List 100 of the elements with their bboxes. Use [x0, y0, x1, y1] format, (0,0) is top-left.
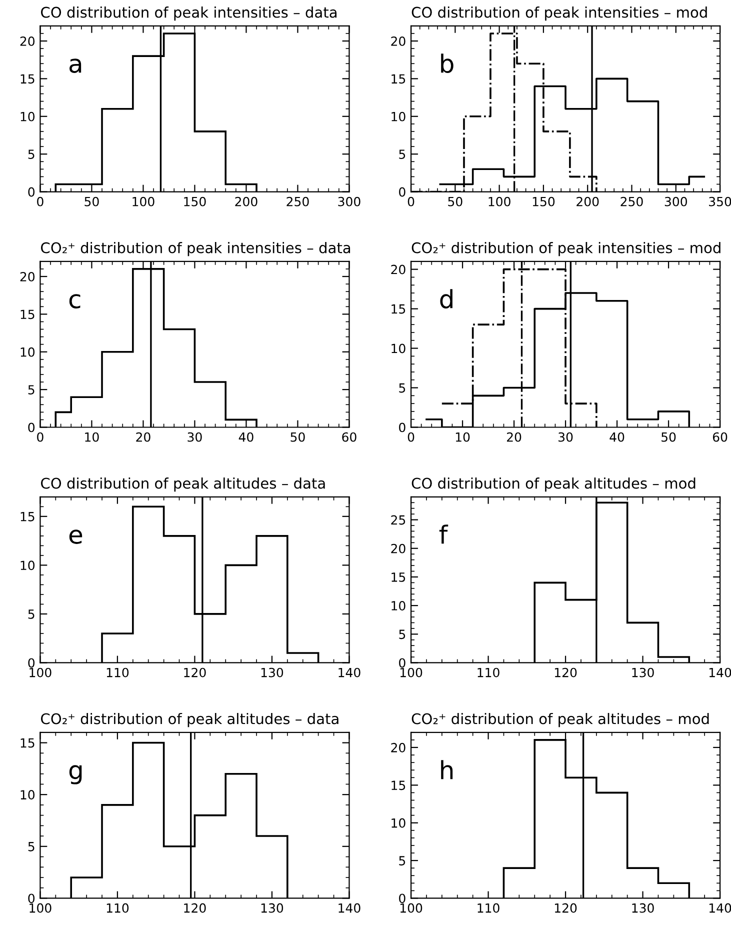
- x-tick-label: 130: [261, 903, 284, 913]
- x-tick-label: 120: [554, 903, 577, 913]
- y-tick-label: 10: [392, 601, 406, 610]
- y-tick-label: 15: [20, 74, 34, 84]
- x-tick-label: 0: [408, 196, 414, 206]
- chart-title: CO distribution of peak altitudes – mod: [412, 477, 696, 492]
- x-tick-label: 0: [37, 432, 44, 442]
- x-tick-label: 200: [235, 196, 258, 206]
- x-tick-label: 40: [238, 432, 254, 442]
- y-tick-label: 15: [20, 310, 34, 320]
- x-tick-label: 0: [37, 196, 44, 206]
- y-tick-label: 0: [399, 187, 406, 197]
- y-tick-label: 0: [28, 187, 35, 197]
- chart-title: CO₂⁺ distribution of peak intensities – mod: [412, 242, 720, 256]
- x-tick-label: 50: [290, 432, 305, 442]
- x-tick-label: 100: [400, 668, 422, 678]
- x-tick-label: 10: [85, 432, 99, 442]
- x-tick-label: 120: [184, 903, 206, 913]
- x-tick-label: 150: [532, 196, 555, 206]
- x-tick-label: 250: [286, 196, 309, 206]
- y-tick-label: 0: [28, 658, 35, 668]
- y-tick-label: 5: [399, 383, 406, 393]
- x-tick-label: 150: [184, 196, 206, 206]
- annotation: h: [441, 760, 453, 780]
- x-tick-label: 250: [620, 196, 643, 206]
- x-tick-label: 10: [456, 432, 470, 442]
- annotation: c: [69, 294, 80, 308]
- annotation: f: [439, 524, 448, 544]
- x-tick-label: 140: [338, 668, 360, 678]
- y-tick-label: 0: [28, 894, 35, 904]
- x-tick-label: 200: [576, 196, 599, 206]
- x-tick-label: 50: [448, 196, 462, 206]
- y-tick-label: 5: [28, 610, 34, 619]
- chart-title: CO₂⁺ distribution of peak intensities – data: [41, 242, 350, 256]
- y-tick-label: 10: [392, 344, 406, 354]
- x-tick-label: 110: [478, 668, 500, 678]
- y-tick-label: 20: [20, 272, 35, 282]
- x-tick-label: 350: [709, 196, 731, 206]
- y-tick-label: 5: [399, 630, 406, 640]
- y-tick-label: 5: [28, 385, 34, 394]
- x-tick-label: 100: [30, 903, 52, 913]
- y-tick-label: 10: [20, 560, 35, 570]
- y-tick-label: 5: [28, 150, 34, 159]
- y-tick-label: 20: [391, 264, 406, 274]
- x-tick-label: 110: [478, 903, 500, 913]
- x-tick-label: 20: [506, 432, 522, 442]
- x-tick-label: 130: [632, 668, 654, 678]
- x-tick-label: 130: [632, 903, 654, 913]
- chart-title: CO₂⁺ distribution of peak altitudes – mod: [412, 712, 709, 728]
- x-tick-label: 0: [408, 432, 414, 442]
- annotation: e: [69, 530, 82, 544]
- x-tick-label: 140: [338, 903, 360, 913]
- x-tick-label: 120: [184, 668, 206, 678]
- y-tick-label: 10: [20, 347, 35, 357]
- annotation: d: [440, 289, 452, 308]
- y-tick-label: 15: [392, 74, 406, 84]
- x-tick-label: 100: [132, 196, 154, 206]
- x-tick-label: 300: [338, 196, 360, 206]
- x-tick-label: 100: [488, 196, 510, 206]
- y-tick-label: 10: [20, 790, 35, 800]
- x-tick-label: 110: [106, 903, 129, 913]
- y-tick-label: 0: [399, 658, 406, 668]
- y-tick-label: 0: [399, 422, 406, 432]
- y-tick-label: 5: [28, 842, 34, 852]
- y-tick-label: 5: [399, 856, 406, 866]
- x-tick-label: 20: [136, 432, 150, 442]
- x-tick-label: 140: [709, 903, 731, 913]
- y-tick-label: 10: [392, 818, 406, 828]
- x-tick-label: 50: [84, 196, 99, 206]
- chart-title: CO distribution of peak intensities – mod: [412, 6, 707, 21]
- y-tick-label: 20: [391, 544, 406, 554]
- x-tick-label: 120: [554, 668, 577, 678]
- x-tick-label: 30: [188, 432, 202, 442]
- x-tick-label: 40: [610, 432, 624, 442]
- y-tick-label: 10: [392, 112, 406, 122]
- x-tick-label: 100: [30, 668, 52, 678]
- chart-title: CO distribution of peak intensities – data: [41, 6, 336, 21]
- x-tick-label: 130: [261, 668, 284, 678]
- annotation: a: [70, 58, 82, 73]
- y-tick-label: 0: [399, 894, 406, 904]
- y-tick-label: 15: [20, 512, 34, 522]
- y-tick-label: 15: [392, 780, 406, 790]
- y-tick-label: 20: [391, 742, 406, 752]
- y-tick-label: 15: [392, 572, 406, 582]
- y-tick-label: 0: [28, 422, 35, 432]
- x-tick-label: 100: [400, 903, 422, 913]
- x-tick-label: 140: [709, 668, 731, 678]
- annotation: b: [441, 54, 454, 73]
- annotation: g: [69, 765, 82, 784]
- y-tick-label: 5: [399, 150, 406, 159]
- x-tick-label: 300: [664, 196, 687, 206]
- chart-title: CO₂⁺ distribution of peak altitudes – data: [41, 712, 338, 728]
- y-tick-label: 25: [391, 515, 406, 525]
- x-tick-label: 110: [106, 668, 129, 678]
- y-tick-label: 15: [20, 738, 34, 748]
- x-tick-label: 60: [712, 432, 728, 442]
- y-tick-label: 10: [20, 112, 35, 122]
- x-tick-label: 50: [662, 432, 676, 442]
- y-tick-label: 20: [20, 36, 35, 46]
- y-tick-label: 20: [391, 36, 406, 46]
